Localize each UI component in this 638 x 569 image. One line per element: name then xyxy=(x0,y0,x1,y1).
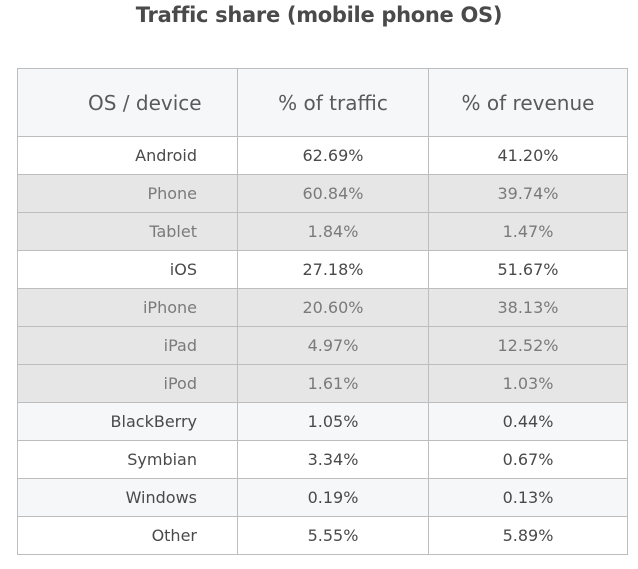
table-header-row: OS / device % of traffic % of revenue xyxy=(17,68,628,137)
traffic-cell: 62.69% xyxy=(237,136,429,175)
row-label: Tablet xyxy=(17,212,238,251)
table-row: Other 5.55% 5.89% xyxy=(17,516,628,555)
revenue-cell: 41.20% xyxy=(428,136,628,175)
traffic-cell: 27.18% xyxy=(237,250,429,289)
traffic-cell: 1.05% xyxy=(237,402,429,441)
revenue-cell: 1.47% xyxy=(428,212,628,251)
row-label: Windows xyxy=(17,478,238,517)
table-row: Android 62.69% 41.20% xyxy=(17,136,628,175)
revenue-cell: 0.44% xyxy=(428,402,628,441)
row-label: iPod xyxy=(17,364,238,403)
revenue-cell: 38.13% xyxy=(428,288,628,327)
revenue-cell: 0.67% xyxy=(428,440,628,479)
revenue-cell: 0.13% xyxy=(428,478,628,517)
table-row: iPod 1.61% 1.03% xyxy=(17,364,628,403)
row-label: Phone xyxy=(17,174,238,213)
row-label: iOS xyxy=(17,250,238,289)
table-row: BlackBerry 1.05% 0.44% xyxy=(17,402,628,441)
revenue-cell: 39.74% xyxy=(428,174,628,213)
table-body: Android 62.69% 41.20% Phone 60.84% 39.74% Tabl… xyxy=(17,136,628,555)
traffic-share-table: OS / device % of traffic % of revenue An… xyxy=(17,68,628,555)
column-header-traffic: % of traffic xyxy=(237,68,429,137)
table-row: iOS 27.18% 51.67% xyxy=(17,250,628,289)
column-header-revenue: % of revenue xyxy=(428,68,628,137)
table-row: iPad 4.97% 12.52% xyxy=(17,326,628,365)
row-label: Android xyxy=(17,136,238,175)
traffic-cell: 1.84% xyxy=(237,212,429,251)
column-header-os-device: OS / device xyxy=(17,68,238,137)
table-row: Phone 60.84% 39.74% xyxy=(17,174,628,213)
table-row: Symbian 3.34% 0.67% xyxy=(17,440,628,479)
traffic-cell: 4.97% xyxy=(237,326,429,365)
table-row: Tablet 1.84% 1.47% xyxy=(17,212,628,251)
row-label: Symbian xyxy=(17,440,238,479)
traffic-cell: 60.84% xyxy=(237,174,429,213)
row-label: Other xyxy=(17,516,238,555)
row-label: BlackBerry xyxy=(17,402,238,441)
table-row: iPhone 20.60% 38.13% xyxy=(17,288,628,327)
traffic-cell: 0.19% xyxy=(237,478,429,517)
revenue-cell: 5.89% xyxy=(428,516,628,555)
row-label: iPad xyxy=(17,326,238,365)
table-row: Windows 0.19% 0.13% xyxy=(17,478,628,517)
traffic-cell: 5.55% xyxy=(237,516,429,555)
chart-title: Traffic share (mobile phone OS) xyxy=(135,3,503,27)
row-label: iPhone xyxy=(17,288,238,327)
revenue-cell: 51.67% xyxy=(428,250,628,289)
revenue-cell: 12.52% xyxy=(428,326,628,365)
traffic-cell: 20.60% xyxy=(237,288,429,327)
revenue-cell: 1.03% xyxy=(428,364,628,403)
traffic-cell: 3.34% xyxy=(237,440,429,479)
traffic-cell: 1.61% xyxy=(237,364,429,403)
